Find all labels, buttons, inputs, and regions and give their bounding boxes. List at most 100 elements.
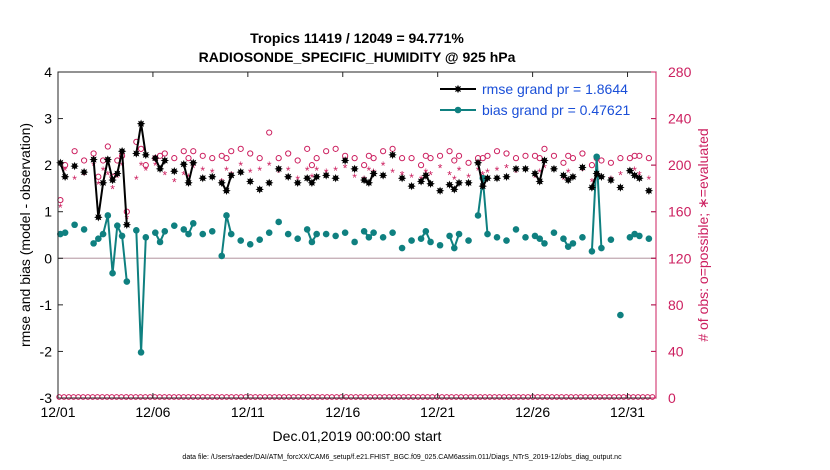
evaluated-obs-marker: *: [96, 178, 101, 192]
evaluated-obs-marker: *: [248, 166, 253, 180]
bias-marker: [99, 230, 107, 238]
rmse-marker: [564, 175, 573, 185]
bias-marker: [161, 227, 169, 235]
rmse-marker: [416, 177, 426, 186]
bias-marker: [598, 244, 605, 252]
possible-obs-marker: [569, 155, 577, 162]
bias-marker: [104, 212, 112, 219]
possible-obs-marker: [645, 155, 652, 162]
bias-marker: [427, 238, 434, 246]
x-tick-label: 12/01: [40, 404, 75, 420]
bias-marker: [95, 235, 102, 243]
y2-axis-ticks: 0 40 80 120 160 200 240 280: [651, 64, 692, 406]
rmse-marker: [364, 178, 374, 187]
evaluated-obs-marker: *: [367, 164, 372, 178]
evaluated-obs-marker: *: [72, 173, 77, 187]
evaluated-obs-marker: *: [452, 173, 457, 187]
bias-marker: [389, 229, 396, 236]
evaluated-obs-marker: *: [257, 164, 262, 178]
possible-obs-marker: [408, 155, 415, 162]
possible-obs-marker: [370, 155, 377, 162]
possible-obs-marker: [617, 155, 624, 162]
possible-obs-marker: [161, 150, 168, 157]
rmse-marker: [331, 174, 340, 183]
y2-tick-label: 200: [668, 157, 692, 173]
rmse-marker: [568, 172, 578, 181]
bias-marker: [351, 238, 358, 246]
bias-marker: [137, 349, 145, 356]
bias-marker: [408, 237, 415, 244]
possible-obs-marker: [142, 162, 149, 169]
bias-marker: [332, 232, 339, 240]
rmse-marker: [616, 183, 625, 192]
possible-obs-marker: [266, 129, 273, 136]
rmse-marker: [502, 172, 511, 181]
possible-obs-marker: [361, 162, 368, 169]
bias-marker: [512, 226, 520, 233]
evaluated-obs-marker: *: [447, 168, 452, 182]
rmse-marker: [122, 220, 131, 229]
evaluated-obs-marker: *: [115, 171, 120, 185]
rmse-marker: [378, 171, 388, 180]
y2-axis-label: # of obs: o=possible; ∗=evaluated: [695, 128, 711, 341]
rmse-marker: [511, 164, 521, 174]
rmse-marker: [274, 164, 283, 174]
possible-obs-marker: [308, 162, 316, 169]
evaluated-obs-marker: *: [58, 201, 63, 215]
possible-obs-marker: [228, 148, 235, 155]
possible-obs-marker: [565, 152, 572, 159]
possible-obs-marker: [323, 148, 330, 155]
possible-obs-marker: [455, 152, 463, 159]
bias-marker: [142, 234, 150, 241]
bias-marker: [531, 232, 539, 240]
rmse-marker: [94, 213, 103, 222]
rmse-marker: [307, 178, 317, 187]
bias-marker: [61, 229, 69, 236]
rmse-marker: [184, 178, 193, 187]
evaluated-obs-marker: *: [139, 159, 144, 173]
bias-marker: [114, 222, 121, 229]
rmse-marker: [359, 175, 369, 185]
bias-marker: [370, 229, 377, 236]
bias-marker: [360, 227, 368, 235]
evaluated-obs-marker: *: [191, 161, 196, 175]
possible-obs-marker: [218, 152, 225, 159]
possible-obs-marker: [223, 155, 230, 162]
rmse-marker: [70, 161, 79, 171]
evaluated-obs-marker: *: [352, 171, 357, 185]
possible-obs-marker: [446, 148, 453, 155]
y-tick-label: 1: [44, 204, 52, 220]
rmse-marker: [450, 185, 459, 194]
evaluated-obs-marker: *: [181, 168, 186, 182]
y2-tick-label: 40: [668, 343, 684, 359]
bias-marker: [617, 311, 624, 319]
evaluated-obs-marker: *: [409, 171, 414, 185]
y2-tick-label: 80: [668, 297, 684, 313]
evaluated-obs-marker: *: [153, 159, 158, 173]
evaluated-obs-marker: *: [438, 161, 443, 175]
rmse-marker: [407, 181, 416, 191]
possible-obs-marker: [171, 155, 178, 162]
possible-obs-marker: [275, 155, 282, 162]
rmse-marker: [160, 156, 169, 165]
zero-count-series: [56, 394, 656, 400]
bias-marker: [109, 269, 116, 277]
bias-marker: [133, 227, 140, 234]
bias-marker: [455, 230, 463, 238]
evaluated-obs-marker: *: [267, 159, 272, 173]
evaluated-obs-marker: *: [466, 171, 471, 185]
rmse-marker: [246, 177, 255, 186]
bias-marker: [379, 234, 387, 241]
rmse-marker: [236, 167, 245, 177]
evaluated-obs-marker: *: [485, 166, 490, 180]
possible-obs-marker: [209, 155, 216, 162]
y-tick-label: 3: [44, 111, 52, 127]
possible-obs-marker: [484, 152, 491, 159]
bias-marker: [218, 252, 226, 260]
y2-tick-label: 160: [668, 204, 692, 220]
possible-obs-marker: [422, 152, 429, 159]
evaluated-obs-marker: *: [566, 166, 571, 180]
bias-marker: [123, 278, 131, 285]
rmse-marker: [540, 156, 549, 165]
